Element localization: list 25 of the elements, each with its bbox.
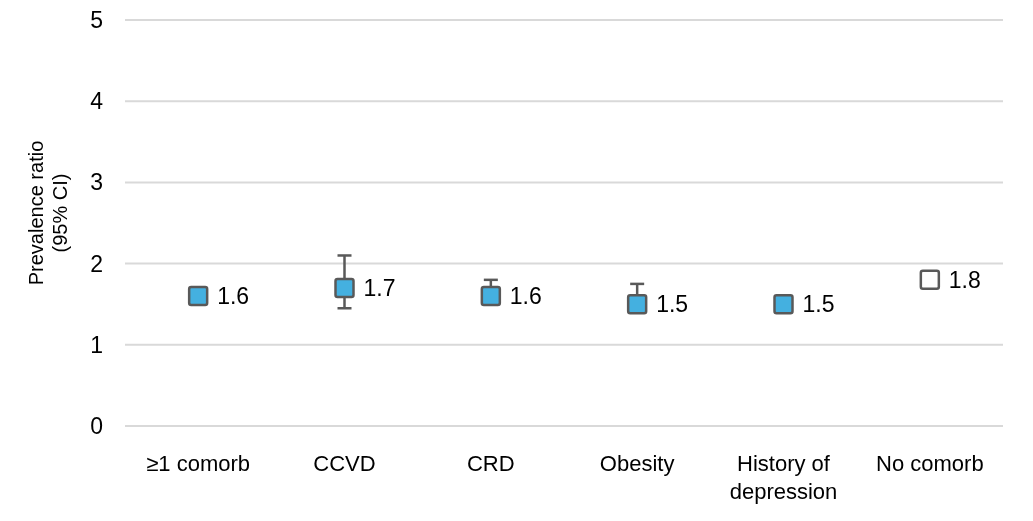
point (334, 277, 355, 299)
x-tick-label: Obesity (599, 451, 675, 476)
x-tick-label: No comorb (876, 451, 984, 476)
data-label: 1.8 (948, 266, 981, 293)
y-tick-label: 2 (90, 250, 103, 277)
x-tick-label: CCVD (313, 451, 376, 476)
y-tick-label: 5 (90, 7, 103, 34)
y-tick-label: 0 (90, 413, 103, 440)
data-label: 1.5 (802, 291, 835, 318)
x-tick-label: History of depression (729, 451, 838, 504)
point (626, 293, 648, 315)
data-label: 1.5 (656, 291, 689, 318)
point (187, 285, 209, 307)
data-label: 1.7 (363, 274, 396, 301)
data-label: 1.6 (217, 283, 250, 310)
data-label: 1.6 (509, 283, 542, 310)
y-tick-label: 3 (90, 169, 103, 196)
point (773, 293, 794, 315)
x-tick-label: ≥1 comorb (146, 451, 251, 476)
point (480, 285, 502, 307)
y-tick-label: 1 (90, 331, 103, 358)
y-axis-title: Prevalence ratio (95% CI) (25, 140, 71, 286)
x-tick-label: CRD (467, 451, 515, 476)
point (919, 269, 941, 291)
y-tick-label: 4 (90, 88, 104, 115)
